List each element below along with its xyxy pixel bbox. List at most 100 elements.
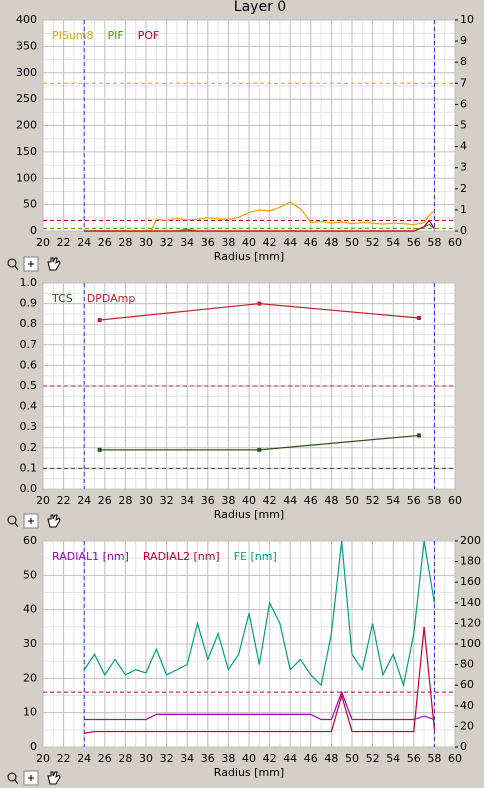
zoom-icon-handle xyxy=(14,522,19,528)
x-tick-label: 40 xyxy=(242,752,256,765)
x-tick-label: 24 xyxy=(77,752,91,765)
y2-tick-label: 160 xyxy=(460,575,481,588)
x-tick-label: 58 xyxy=(427,494,441,507)
x-tick-label: 54 xyxy=(386,236,400,249)
x-tick-label: 32 xyxy=(160,752,174,765)
y2-tick-label: 0 xyxy=(460,224,467,237)
y-tick-label: 0.5 xyxy=(20,379,38,392)
y2-tick-label: 4 xyxy=(460,140,467,153)
legend-entry: RADIAL2 [nm] xyxy=(143,550,220,563)
series-line xyxy=(84,690,435,721)
x-axis-label: Radius [mm] xyxy=(214,250,284,263)
y2-tick-label: 10 xyxy=(460,13,474,26)
y2-tick-label: 9 xyxy=(460,34,467,47)
y2-tick-label: 80 xyxy=(460,658,474,671)
pan-icon[interactable] xyxy=(47,257,61,271)
series-line xyxy=(84,626,435,734)
y2-tick-label: 6 xyxy=(460,97,467,110)
point-marker xyxy=(416,316,421,321)
x-tick-label: 50 xyxy=(345,236,359,249)
x-tick-label: 34 xyxy=(180,494,194,507)
x-tick-label: 42 xyxy=(263,236,277,249)
x-tick-label: 50 xyxy=(345,752,359,765)
x-tick-label: 38 xyxy=(221,236,235,249)
x-tick-label: 36 xyxy=(201,494,215,507)
x-tick-label: 24 xyxy=(77,236,91,249)
pan-icon[interactable] xyxy=(47,514,61,528)
pan-icon[interactable] xyxy=(47,771,61,785)
x-tick-label: 20 xyxy=(36,494,50,507)
zoom-icon[interactable] xyxy=(7,515,17,525)
x-tick-label: 24 xyxy=(77,494,91,507)
y-tick-label: 150 xyxy=(16,145,37,158)
zoom-icon-handle xyxy=(14,779,19,785)
zoom-icon[interactable] xyxy=(7,772,17,782)
y2-tick-label: 2 xyxy=(460,182,467,195)
y2-tick-label: 120 xyxy=(460,616,481,629)
x-tick-label: 48 xyxy=(324,752,338,765)
x-tick-label: 36 xyxy=(201,752,215,765)
point-marker xyxy=(257,301,262,306)
toolbar xyxy=(7,513,61,529)
x-tick-label: 22 xyxy=(57,494,71,507)
y2-tick-label: 140 xyxy=(460,596,481,609)
x-tick-label: 34 xyxy=(180,752,194,765)
y2-tick-label: 60 xyxy=(460,678,474,691)
y-tick-label: 10 xyxy=(23,706,37,719)
x-tick-label: 30 xyxy=(139,236,153,249)
x-tick-label: 20 xyxy=(36,236,50,249)
x-axis-label: Radius [mm] xyxy=(214,508,284,521)
x-tick-label: 30 xyxy=(139,494,153,507)
y-tick-label: 100 xyxy=(16,171,37,184)
x-tick-label: 38 xyxy=(221,752,235,765)
legend-entry: POF xyxy=(138,29,160,42)
x-tick-label: 22 xyxy=(57,752,71,765)
y2-tick-label: 7 xyxy=(460,76,467,89)
legend-entry: RADIAL1 [nm] xyxy=(52,550,129,563)
x-tick-label: 26 xyxy=(98,236,112,249)
x-tick-label: 46 xyxy=(304,752,318,765)
x-tick-label: 26 xyxy=(98,752,112,765)
y-tick-label: 40 xyxy=(23,603,37,616)
x-tick-label: 28 xyxy=(118,236,132,249)
x-tick-label: 28 xyxy=(118,752,132,765)
toolbar xyxy=(7,770,61,786)
y-tick-label: 0.6 xyxy=(20,358,38,371)
x-tick-label: 32 xyxy=(160,236,174,249)
chart-panel: 20 22 24 26 28 30 32 34 36 38 40 42 44 46 48 50 52 54 56 58… xyxy=(20,276,463,521)
y-tick-label: 0.0 xyxy=(20,482,38,495)
zoom-icon[interactable] xyxy=(7,258,17,268)
x-tick-label: 60 xyxy=(448,752,462,765)
y-tick-label: 0.7 xyxy=(20,338,38,351)
chart-panel: 20 22 24 26 28 30 32 34 36 38 40 42 44 46 48 50 52 54 56 58… xyxy=(16,13,474,263)
y-tick-label: 350 xyxy=(16,39,37,52)
point-marker xyxy=(97,318,102,323)
chart-panel: 20 22 24 26 28 30 32 34 36 38 40 42 44 46 48 50 52 54 56 58… xyxy=(23,534,481,779)
y2-tick-label: 3 xyxy=(460,161,467,174)
y2-tick-label: 200 xyxy=(460,534,481,547)
x-tick-label: 42 xyxy=(263,752,277,765)
x-tick-label: 52 xyxy=(366,236,380,249)
x-tick-label: 54 xyxy=(386,494,400,507)
y-tick-label: 300 xyxy=(16,66,37,79)
toolbar xyxy=(4,256,70,272)
window-title: Layer 0 xyxy=(234,0,286,15)
point-marker xyxy=(97,447,102,452)
x-tick-label: 58 xyxy=(427,752,441,765)
x-tick-label: 22 xyxy=(57,236,71,249)
y-tick-label: 60 xyxy=(23,534,37,547)
legend-entry: FE [nm] xyxy=(234,550,277,563)
x-tick-label: 56 xyxy=(407,752,421,765)
y-tick-label: 0.2 xyxy=(20,441,38,454)
x-tick-label: 46 xyxy=(304,236,318,249)
x-tick-label: 60 xyxy=(448,494,462,507)
y2-tick-label: 0 xyxy=(460,740,467,753)
y2-tick-label: 20 xyxy=(460,719,474,732)
x-tick-label: 56 xyxy=(407,494,421,507)
x-tick-label: 34 xyxy=(180,236,194,249)
x-tick-label: 54 xyxy=(386,752,400,765)
legend-entry: DPDAmp xyxy=(87,292,136,305)
x-tick-label: 30 xyxy=(139,752,153,765)
x-tick-label: 44 xyxy=(283,494,297,507)
